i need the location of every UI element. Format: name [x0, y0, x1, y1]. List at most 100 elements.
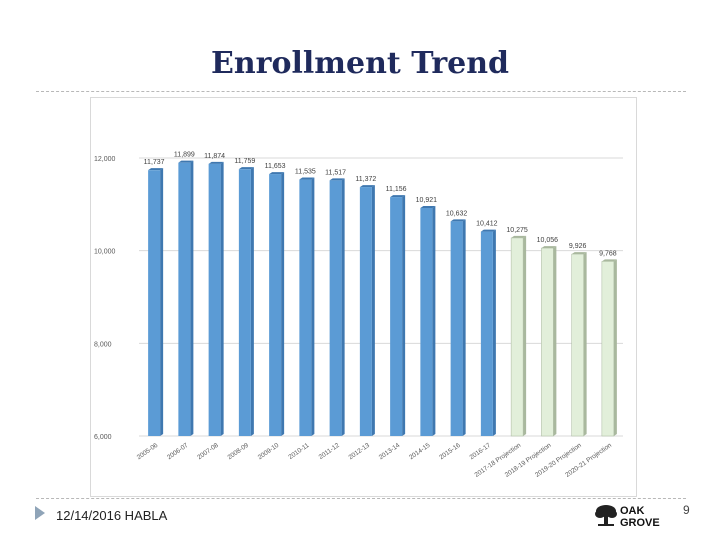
footer-bullet-icon — [35, 506, 45, 520]
bar-front — [269, 174, 282, 436]
enrollment-bar — [208, 161, 224, 436]
bar-side — [311, 177, 315, 437]
bar-front — [299, 179, 312, 437]
bar-top — [269, 172, 285, 175]
x-tick-label: 2013-14 — [378, 442, 402, 462]
projection-bar — [571, 252, 587, 437]
bar-front — [450, 221, 463, 436]
bar-top — [601, 259, 617, 262]
bar-front — [541, 247, 554, 437]
data-label: 9,768 — [599, 250, 617, 257]
enrollment-bar — [359, 185, 375, 436]
bar-side — [462, 219, 466, 436]
x-tick-label: 2016-17 — [468, 442, 492, 462]
data-label: 10,921 — [416, 197, 438, 204]
enrollment-bar — [148, 168, 164, 436]
bar-front — [359, 187, 372, 436]
data-label: 11,517 — [325, 169, 346, 176]
y-tick-label: 8,000 — [94, 341, 112, 348]
oak-tree-icon — [595, 505, 617, 526]
x-tick-label: 2009-10 — [257, 442, 281, 462]
bar-side — [250, 167, 254, 437]
footer-text: 12/14/2016 HABLA — [56, 508, 168, 523]
x-tick-label: 2010-11 — [287, 442, 310, 461]
data-label: 11,653 — [265, 163, 286, 170]
enrollment-bar-chart: 6,000 8,000 10,000 12,000 11,737 11,899 11,87… — [94, 152, 623, 479]
bar-front — [420, 207, 433, 436]
y-tick-labels: 6,000 8,000 10,000 12,000 — [94, 156, 116, 441]
x-tick-label: 2015-16 — [438, 442, 462, 462]
bar-side — [492, 229, 496, 436]
x-tick-label: 2012-13 — [347, 442, 371, 462]
bar-front — [480, 231, 493, 436]
bar-top — [359, 185, 375, 188]
enrollment-bar — [450, 219, 466, 436]
bar-side — [613, 259, 617, 436]
slide-title: Enrollment Trend — [210, 46, 510, 81]
data-label: 11,899 — [174, 152, 195, 159]
data-label: 11,759 — [234, 158, 255, 165]
enrollment-bar — [238, 167, 254, 437]
data-label: 11,874 — [204, 153, 225, 160]
chart-frame: 6,000 8,000 10,000 12,000 11,737 11,899 11,87… — [90, 97, 637, 497]
bar-side — [190, 160, 194, 436]
data-label: 10,632 — [446, 210, 468, 217]
y-tick-label: 6,000 — [94, 434, 112, 441]
enrollment-bar — [299, 177, 315, 437]
bar-front — [238, 169, 251, 437]
bar-side — [341, 178, 345, 436]
data-label: 11,156 — [386, 186, 407, 193]
data-label: 11,372 — [355, 176, 376, 183]
bar-front — [329, 180, 342, 436]
y-tick-label: 10,000 — [94, 249, 116, 256]
data-label: 10,056 — [537, 237, 559, 244]
bar-front — [178, 162, 191, 436]
data-label: 11,737 — [144, 159, 165, 166]
enrollment-bar — [178, 160, 194, 436]
bar-side — [281, 172, 285, 436]
enrollment-bar — [329, 178, 345, 436]
x-tick-label: 2005-06 — [136, 442, 160, 462]
x-tick-label: 2006-07 — [166, 442, 190, 462]
bar-top — [148, 168, 164, 171]
bar-front — [601, 261, 615, 437]
bar-side — [220, 161, 224, 436]
x-tick-labels: 2005-06 2006-07 2007-08 2008-09 2009-10 2010-… — [136, 442, 614, 479]
bar-front — [148, 170, 161, 436]
enrollment-bar — [390, 195, 406, 436]
data-label: 11,535 — [295, 169, 316, 176]
oak-grove-logo: OAK GROVE — [595, 505, 660, 529]
bar-side — [432, 205, 436, 436]
logo-text-line2: GROVE — [620, 517, 660, 529]
projection-bar — [601, 259, 617, 437]
x-tick-label: 2007-08 — [196, 442, 220, 462]
enrollment-bar — [420, 205, 436, 436]
x-tick-label: 2008-09 — [226, 442, 250, 462]
y-tick-label: 12,000 — [94, 156, 116, 163]
bar-front — [510, 237, 524, 437]
bar-front — [390, 197, 403, 436]
bar-top — [238, 167, 254, 170]
bar-top — [208, 161, 224, 164]
bar-top — [450, 219, 466, 222]
bar-top — [420, 205, 436, 208]
bar-top — [541, 246, 557, 249]
bar-side — [583, 252, 587, 436]
bar-top — [390, 195, 406, 198]
title-divider — [36, 91, 686, 92]
bar-front — [571, 253, 584, 437]
bar-side — [160, 168, 164, 436]
data-label: 9,926 — [569, 243, 587, 250]
x-tick-label: 2011-12 — [318, 442, 341, 461]
bar-side — [371, 185, 375, 436]
projection-bar — [541, 246, 557, 437]
page-number: 9 — [683, 503, 690, 517]
bar-side — [523, 235, 527, 436]
data-label: 10,275 — [506, 227, 528, 234]
data-labels: 11,737 11,899 11,874 11,759 11,653 11,535 11,5… — [144, 152, 617, 258]
bar-top — [329, 178, 345, 181]
bar-top — [480, 229, 496, 232]
footer-divider — [36, 498, 686, 499]
data-label: 10,412 — [476, 221, 498, 228]
enrollment-bar — [480, 229, 496, 436]
